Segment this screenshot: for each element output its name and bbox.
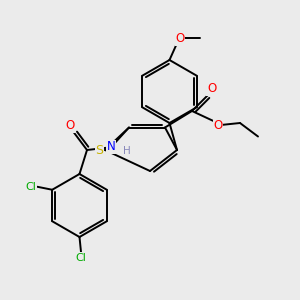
Text: Cl: Cl: [76, 253, 86, 263]
Text: H: H: [123, 146, 130, 156]
Text: Cl: Cl: [26, 182, 37, 192]
Text: O: O: [66, 119, 75, 132]
Text: O: O: [214, 118, 223, 132]
Text: O: O: [207, 82, 216, 95]
Text: N: N: [106, 140, 116, 154]
Text: S: S: [96, 143, 104, 157]
Text: O: O: [176, 32, 184, 45]
